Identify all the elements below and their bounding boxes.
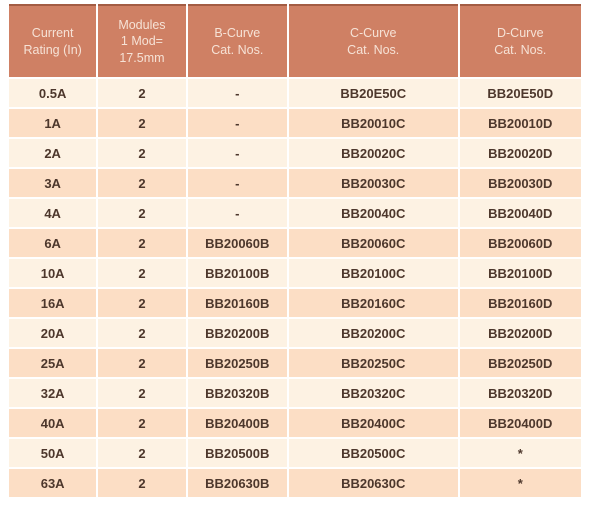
- b-curve-cell: -: [187, 139, 287, 167]
- table-row: 6A 2 BB20060B BB20060C BB20060D: [9, 229, 581, 257]
- current-rating-cell: 0.5A: [9, 79, 97, 107]
- b-curve-cell: -: [187, 199, 287, 227]
- table-row: 1A 2- BB20010C BB20010D: [9, 109, 581, 137]
- current-rating-cell: 6A: [9, 229, 97, 257]
- b-curve-cell: BB20250B: [187, 349, 287, 377]
- modules-cell: 2: [98, 469, 186, 497]
- b-curve-cell: -: [187, 109, 287, 137]
- modules-cell: 2: [98, 289, 186, 317]
- modules-cell: 2: [98, 139, 186, 167]
- d-curve-cell: BB20400D: [459, 409, 581, 437]
- current-rating-cell: 50A: [9, 439, 97, 467]
- c-curve-cell: BB20E50C: [288, 79, 458, 107]
- col-header-d-curve: D-Curve Cat. Nos.: [459, 4, 581, 77]
- table-row: 25A 2 BB20250B BB20250C BB20250D: [9, 349, 581, 377]
- current-rating-cell: 3A: [9, 169, 97, 197]
- d-curve-cell: BB20E50D: [459, 79, 581, 107]
- c-curve-cell: BB20100C: [288, 259, 458, 287]
- d-curve-cell: BB20040D: [459, 199, 581, 227]
- c-curve-cell: BB20320C: [288, 379, 458, 407]
- d-curve-cell: BB20060D: [459, 229, 581, 257]
- header-row: Current Rating (In) Modules 1 Mod= 17.5m…: [9, 4, 581, 77]
- d-curve-cell: BB20020D: [459, 139, 581, 167]
- col-header-b-curve: B-Curve Cat. Nos.: [187, 4, 287, 77]
- current-rating-cell: 1A: [9, 109, 97, 137]
- c-curve-cell: BB20400C: [288, 409, 458, 437]
- current-rating-cell: 63A: [9, 469, 97, 497]
- current-rating-cell: 40A: [9, 409, 97, 437]
- table-row: 2A 2- BB20020C BB20020D: [9, 139, 581, 167]
- c-curve-cell: BB20250C: [288, 349, 458, 377]
- modules-cell: 2: [98, 319, 186, 347]
- table-row: 3A 2- BB20030C BB20030D: [9, 169, 581, 197]
- modules-cell: 2: [98, 79, 186, 107]
- c-curve-cell: BB20500C: [288, 439, 458, 467]
- modules-cell: 2: [98, 349, 186, 377]
- b-curve-cell: -: [187, 169, 287, 197]
- b-curve-cell: BB20400B: [187, 409, 287, 437]
- c-curve-cell: BB20040C: [288, 199, 458, 227]
- b-curve-cell: BB20500B: [187, 439, 287, 467]
- b-curve-cell: BB20630B: [187, 469, 287, 497]
- modules-cell: 2: [98, 439, 186, 467]
- c-curve-cell: BB20010C: [288, 109, 458, 137]
- d-curve-cell: BB20250D: [459, 349, 581, 377]
- b-curve-cell: BB20100B: [187, 259, 287, 287]
- b-curve-cell: -: [187, 79, 287, 107]
- table-row: 50A 2 BB20500B BB20500C *: [9, 439, 581, 467]
- current-rating-cell: 32A: [9, 379, 97, 407]
- d-curve-cell: BB20100D: [459, 259, 581, 287]
- b-curve-cell: BB20200B: [187, 319, 287, 347]
- c-curve-cell: BB20200C: [288, 319, 458, 347]
- table-row: 63A 2 BB20630B BB20630C *: [9, 469, 581, 497]
- current-rating-cell: 4A: [9, 199, 97, 227]
- table-row: 10A 2 BB20100B BB20100C BB20100D: [9, 259, 581, 287]
- table-row: 40A 2 BB20400B BB20400C BB20400D: [9, 409, 581, 437]
- d-curve-cell: BB20320D: [459, 379, 581, 407]
- modules-cell: 2: [98, 199, 186, 227]
- c-curve-cell: BB20160C: [288, 289, 458, 317]
- table-row: 16A 2 BB20160B BB20160C BB20160D: [9, 289, 581, 317]
- d-curve-cell: BB20030D: [459, 169, 581, 197]
- b-curve-cell: BB20060B: [187, 229, 287, 257]
- table-row: 20A 2 BB20200B BB20200C BB20200D: [9, 319, 581, 347]
- current-rating-cell: 10A: [9, 259, 97, 287]
- table-row: 0.5A 2- BB20E50C BB20E50D: [9, 79, 581, 107]
- current-rating-cell: 2A: [9, 139, 97, 167]
- modules-cell: 2: [98, 379, 186, 407]
- current-rating-cell: 16A: [9, 289, 97, 317]
- c-curve-cell: BB20060C: [288, 229, 458, 257]
- modules-cell: 2: [98, 169, 186, 197]
- col-header-modules: Modules 1 Mod= 17.5mm: [98, 4, 186, 77]
- b-curve-cell: BB20320B: [187, 379, 287, 407]
- table-header: Current Rating (In) Modules 1 Mod= 17.5m…: [9, 4, 581, 77]
- c-curve-cell: BB20020C: [288, 139, 458, 167]
- b-curve-cell: BB20160B: [187, 289, 287, 317]
- modules-cell: 2: [98, 259, 186, 287]
- col-header-current-rating: Current Rating (In): [9, 4, 97, 77]
- table-body: 0.5A 2- BB20E50C BB20E50D 1A 2- BB20010C BB2001…: [9, 79, 581, 497]
- modules-cell: 2: [98, 409, 186, 437]
- d-curve-cell: *: [459, 469, 581, 497]
- current-rating-cell: 20A: [9, 319, 97, 347]
- d-curve-cell: BB20160D: [459, 289, 581, 317]
- modules-cell: 2: [98, 109, 186, 137]
- current-rating-cell: 25A: [9, 349, 97, 377]
- d-curve-cell: *: [459, 439, 581, 467]
- modules-cell: 2: [98, 229, 186, 257]
- d-curve-cell: BB20010D: [459, 109, 581, 137]
- c-curve-cell: BB20030C: [288, 169, 458, 197]
- c-curve-cell: BB20630C: [288, 469, 458, 497]
- table-row: 32A 2 BB20320B BB20320C BB20320D: [9, 379, 581, 407]
- col-header-c-curve: C-Curve Cat. Nos.: [288, 4, 458, 77]
- d-curve-cell: BB20200D: [459, 319, 581, 347]
- breaker-catalog-table: Current Rating (In) Modules 1 Mod= 17.5m…: [7, 2, 583, 499]
- table-row: 4A 2- BB20040C BB20040D: [9, 199, 581, 227]
